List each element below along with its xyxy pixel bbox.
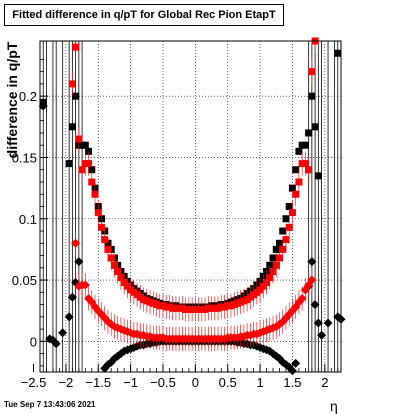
data-point-diamond <box>313 318 323 328</box>
data-points <box>38 37 346 376</box>
data-point-square <box>301 141 309 149</box>
data-point-square <box>334 49 342 57</box>
data-point-diamond <box>67 292 77 302</box>
x-tick-label: −1 <box>123 375 138 390</box>
data-point-square <box>314 172 322 180</box>
data-point-square <box>117 274 125 282</box>
data-point-square <box>256 286 264 294</box>
y-tick-label: 0.2 <box>19 89 37 104</box>
data-point-diamond <box>51 339 61 349</box>
data-point-square <box>72 43 80 51</box>
data-point-square <box>266 261 274 269</box>
data-point-diamond <box>71 238 81 248</box>
x-tick-label: 1 <box>256 375 263 390</box>
grid-lines <box>40 41 341 372</box>
data-point-square <box>97 223 105 231</box>
data-point-square <box>276 239 284 247</box>
error-bar-lines <box>39 41 342 372</box>
data-point-square <box>68 123 76 131</box>
x-tick-label: 1.5 <box>283 375 301 390</box>
data-point-square <box>91 190 99 198</box>
data-point-square <box>110 261 118 269</box>
data-point-square <box>123 282 131 290</box>
data-point-square <box>269 267 277 275</box>
data-point-square <box>282 236 290 244</box>
data-point-square <box>276 254 284 262</box>
chart-title: Fitted difference in q/pT for Global Rec… <box>12 9 276 21</box>
y-axis-label: difference in q/pT <box>4 41 20 159</box>
x-tick-label: 0.5 <box>219 375 237 390</box>
data-point-diamond <box>307 275 317 285</box>
data-point-diamond <box>310 300 320 310</box>
data-point-square <box>308 68 316 76</box>
data-point-square <box>292 166 300 174</box>
data-point-square <box>305 129 313 137</box>
x-axis-label: η <box>330 398 338 414</box>
data-point-square <box>279 245 287 253</box>
y-tick-label: 0.15 <box>12 150 37 165</box>
data-point-square <box>285 203 293 210</box>
x-tick-label: 2 <box>321 375 328 390</box>
data-point-square <box>266 274 274 282</box>
data-point-square <box>85 160 93 168</box>
data-point-square <box>68 80 76 88</box>
data-point-square <box>107 254 115 262</box>
data-point-square <box>272 261 280 269</box>
y-tick-label: 0.05 <box>12 273 37 288</box>
data-point-square <box>78 166 86 174</box>
data-point-square <box>120 279 128 287</box>
data-point-square <box>285 223 293 231</box>
y-tick-label: 0.1 <box>19 212 37 227</box>
data-point-square <box>263 279 271 287</box>
data-point-diamond <box>64 312 74 322</box>
x-tick-label: −2.5 <box>21 375 47 390</box>
data-point-diamond <box>58 328 68 338</box>
data-point-square <box>292 190 300 198</box>
axes: −2.5 −2 −1.5 −1 −0.5 0 0.5 1 1.5 2 0 0.05 0.1 0.15 0.2 <box>12 58 339 390</box>
data-point-square <box>88 166 96 174</box>
data-point-square <box>311 123 319 131</box>
data-point-square <box>279 227 287 235</box>
data-point-square <box>269 254 277 262</box>
data-point-square <box>308 92 316 100</box>
x-tick-label: −1.5 <box>85 375 111 390</box>
data-point-square <box>288 209 296 217</box>
data-point-square <box>88 178 96 186</box>
x-tick-label: 0 <box>192 375 199 390</box>
x-tick-label: −2 <box>58 375 73 390</box>
data-point-square <box>282 215 290 223</box>
data-point-square <box>272 245 280 253</box>
data-point-square <box>85 147 93 155</box>
data-point-square <box>114 267 122 275</box>
data-point-square <box>75 135 83 143</box>
data-point-square <box>295 178 303 186</box>
data-point-square <box>94 209 102 217</box>
data-point-diamond <box>74 257 84 267</box>
data-point-diamond <box>323 318 333 328</box>
data-point-diamond <box>80 280 90 290</box>
data-point-square <box>259 282 267 290</box>
data-point-square <box>72 92 80 100</box>
data-point-square <box>104 245 112 253</box>
plot-frame <box>39 40 342 373</box>
timestamp: Tue Sep 7 13:43:06 2021 <box>4 400 96 409</box>
data-point-square <box>305 166 313 174</box>
data-point-diamond <box>317 330 327 340</box>
data-point-square <box>101 236 109 244</box>
data-point-square <box>295 147 303 155</box>
data-point-square <box>65 160 73 168</box>
y-tick-label: 0 <box>30 334 37 349</box>
data-point-diamond <box>307 257 317 267</box>
data-point-square <box>81 141 89 149</box>
data-point-square <box>301 160 309 168</box>
data-point-square <box>288 184 296 192</box>
chart-title-box: Fitted difference in q/pT for Global Rec… <box>4 4 284 26</box>
data-point-diamond <box>297 293 307 303</box>
data-point-diamond <box>291 358 301 368</box>
x-tick-label: −0.5 <box>150 375 176 390</box>
